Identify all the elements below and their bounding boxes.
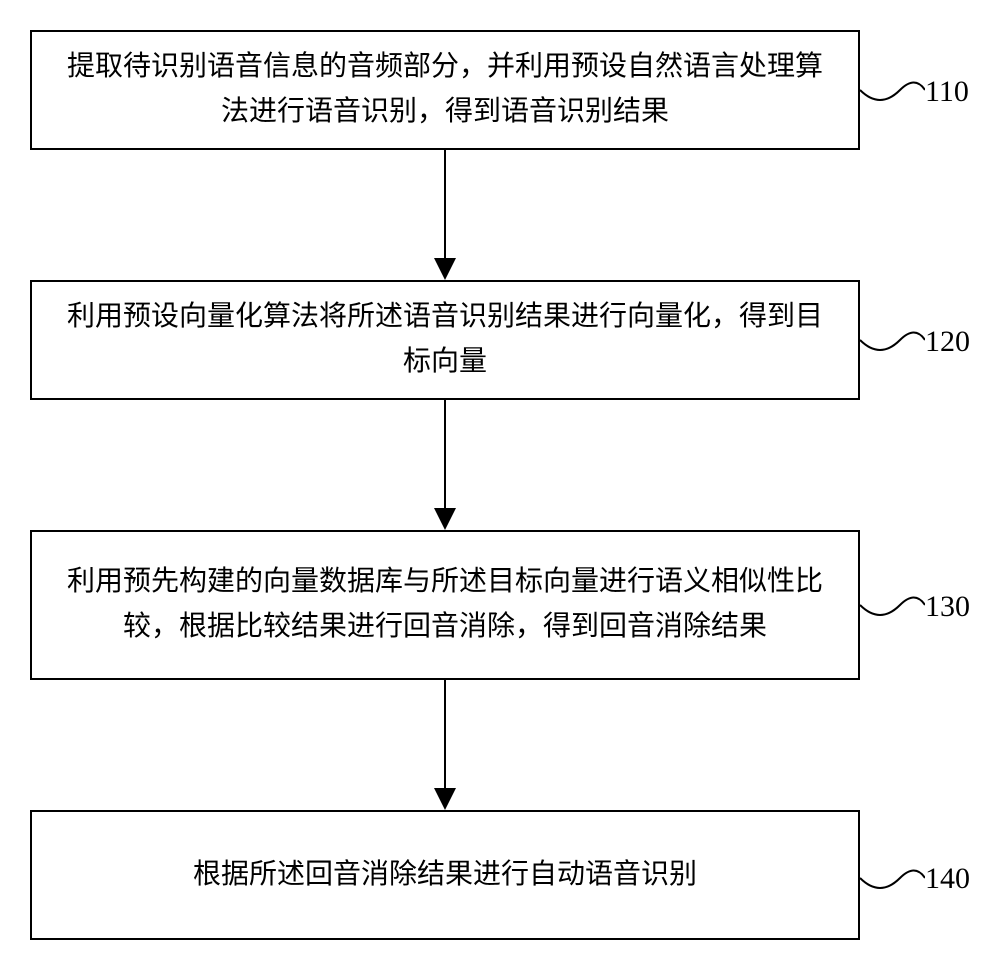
arrow-line-2: [444, 400, 446, 508]
flow-step-1: 提取待识别语音信息的音频部分，并利用预设自然语言处理算法进行语音识别，得到语音识…: [30, 30, 860, 150]
flow-step-4-text: 根据所述回音消除结果进行自动语音识别: [193, 853, 697, 898]
flow-step-1-text: 提取待识别语音信息的音频部分，并利用预设自然语言处理算法进行语音识别，得到语音识…: [62, 45, 828, 135]
flow-step-2-text: 利用预设向量化算法将所述语音识别结果进行向量化，得到目标向量: [62, 295, 828, 385]
step-label-110: 110: [925, 75, 969, 109]
flow-step-3: 利用预先构建的向量数据库与所述目标向量进行语义相似性比较，根据比较结果进行回音消…: [30, 530, 860, 680]
arrow-line-1: [444, 150, 446, 258]
arrow-line-3: [444, 680, 446, 788]
flowchart-container: 提取待识别语音信息的音频部分，并利用预设自然语言处理算法进行语音识别，得到语音识…: [0, 0, 1000, 976]
step-label-130: 130: [925, 590, 970, 624]
step-label-140: 140: [925, 862, 970, 896]
flow-step-2: 利用预设向量化算法将所述语音识别结果进行向量化，得到目标向量: [30, 280, 860, 400]
arrow-head-1: [434, 258, 456, 280]
curve-connector-110: [860, 60, 925, 110]
curve-connector-120: [860, 310, 925, 360]
flow-step-3-text: 利用预先构建的向量数据库与所述目标向量进行语义相似性比较，根据比较结果进行回音消…: [62, 560, 828, 650]
curve-connector-130: [860, 575, 925, 625]
curve-connector-140: [860, 848, 925, 898]
flow-step-4: 根据所述回音消除结果进行自动语音识别: [30, 810, 860, 940]
arrow-head-2: [434, 508, 456, 530]
arrow-head-3: [434, 788, 456, 810]
step-label-120: 120: [925, 325, 970, 359]
